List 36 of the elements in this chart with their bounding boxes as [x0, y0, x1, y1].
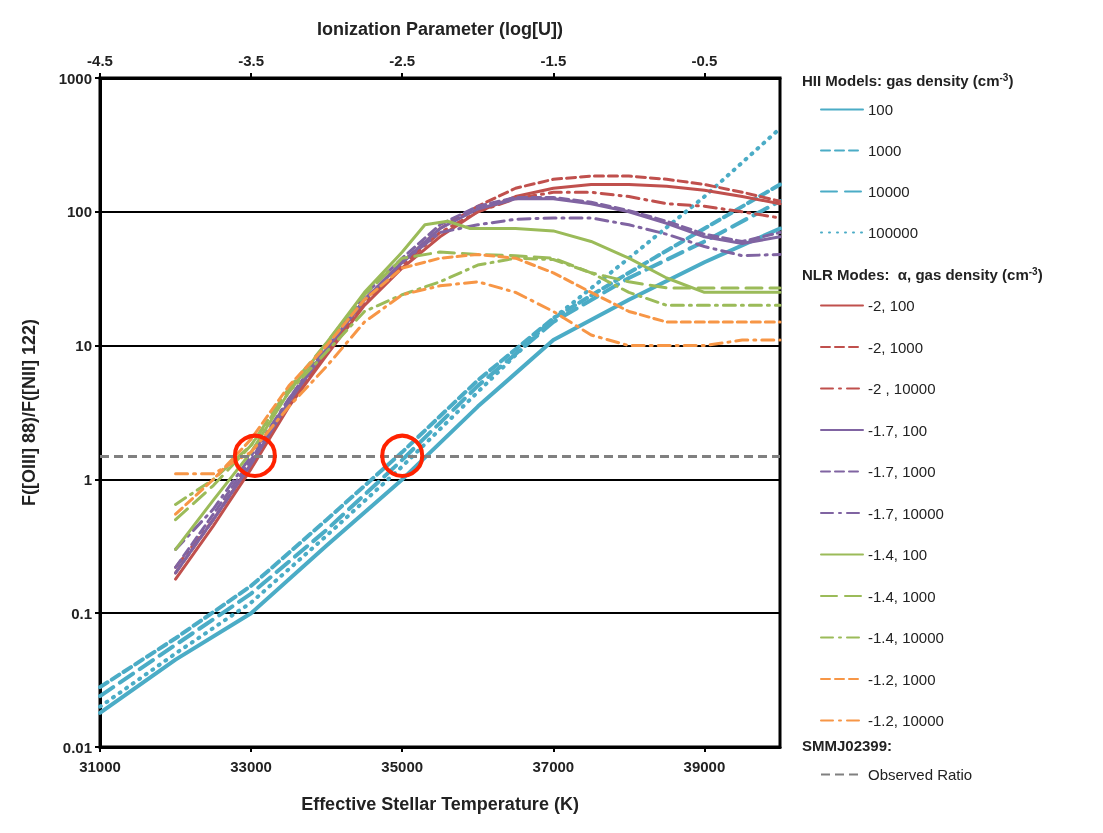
y-tick-label: 1000	[58, 69, 92, 87]
legend-label: 10000	[868, 183, 910, 200]
x-tick-label: 31000	[79, 758, 121, 775]
legend-label: -2 , 10000	[868, 380, 936, 397]
text: SMMJ02399:	[802, 737, 893, 754]
legend-label: -1.4, 100	[868, 546, 928, 563]
y-axis-title: F([OIII] 88)/F([NII] 122)	[19, 318, 39, 507]
legend-label: -1.2, 1000	[868, 670, 936, 688]
y-tick-label: 1	[83, 470, 92, 488]
legend-label: Observed Ratio	[868, 766, 973, 783]
x2-axis-title: Ionization Parameter (log[U])	[316, 19, 564, 39]
legend-label: 100	[868, 101, 894, 118]
x2-tick-label: -0.5	[691, 52, 718, 69]
x2-tick-label: -1.5	[540, 52, 567, 69]
x-tick-label: 37000	[532, 758, 575, 775]
y-tick-label: 0.01	[62, 738, 92, 756]
x-tick-label: 39000	[683, 758, 726, 775]
legend-label: -1.4, 1000	[868, 587, 936, 605]
x2-tick-label: -4.5	[87, 52, 113, 69]
y-tick-label: 100	[66, 203, 92, 221]
legend-label: -1.7, 1000	[868, 463, 936, 480]
legend-label: 1000	[868, 142, 902, 159]
x2-tick-label: -2.5	[389, 52, 416, 69]
y-tick-label: 0.1	[71, 604, 92, 622]
legend-label: -2, 1000	[868, 338, 924, 356]
legend-label: -1.4, 10000	[868, 629, 944, 646]
x-tick-label: 33000	[230, 758, 272, 775]
legend-label: 100000	[868, 224, 919, 241]
legend-label: -1.7, 100	[868, 421, 928, 439]
x-tick-label: 35000	[381, 758, 424, 775]
x2-tick-label: -3.5	[238, 52, 265, 69]
legend-label: -2, 100	[868, 297, 915, 314]
legend-label: -1.2, 10000	[868, 712, 944, 729]
x-axis-title: Effective Stellar Temperature (K)	[301, 794, 579, 814]
legend-label: -1.7, 10000	[868, 504, 944, 522]
y-tick-label: 10	[75, 337, 92, 355]
